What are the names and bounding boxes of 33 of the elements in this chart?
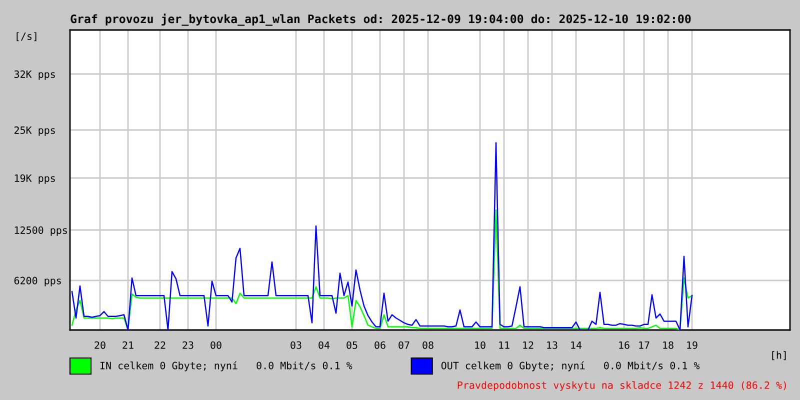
x-tick-label: 20 [94,341,106,349]
x-tick-label: 00 [210,341,222,349]
text: Pravdepodobnost vyskytu na skladce 1242 z 1440 (86.2 %) [458,381,786,391]
x-tick-label: 17 [639,341,650,349]
x-tick-label: 13 [547,341,558,349]
x-tick-label: 06 [374,341,386,349]
y-tick-label: 25K pps [14,126,55,136]
legend-label: OUT celkem 0 Gbyte; nyní 0.0 Mbit/s 0.1 % [441,361,700,372]
x-tick-label: 21 [122,341,134,349]
x-tick-label: 14 [571,341,582,349]
y-tick-label: 6200 pps [14,276,61,286]
x-tick-label: 22 [154,341,166,349]
x-tick-label: 08 [422,341,434,349]
y-tick-label: 32K pps [14,70,55,80]
x-tick-label: 23 [182,341,194,349]
chart-title: Graf provozu jer_bytovka_ap1_wlan Packets od: 2025-12-09 19:04:00 do: 2025-12-10 19:02:00 [70,14,691,26]
y-axis-title: [/s] [16,32,36,42]
x-tick-label: 05 [346,341,358,349]
x-tick-label: 19 [687,341,698,349]
x-tick-label: 16 [619,341,630,349]
x-tick-label: 12 [523,341,534,349]
x-tick-label: 11 [499,341,510,349]
line-series [71,209,693,330]
line-series [71,142,693,330]
x-tick-label: 10 [475,341,486,349]
legend-label: IN celkem 0 Gbyte; nyní 0.0 Mbit/s 0.1 % [100,361,352,372]
x-axis-title: [h] [772,351,786,360]
x-tick-label: 18 [663,341,674,349]
x-tick-label: 03 [290,341,302,349]
x-tick-label: 04 [318,341,330,349]
y-tick-label: 19K pps [14,174,55,184]
x-tick-label: 07 [398,341,410,349]
y-tick-label: 12500 pps [14,226,67,236]
